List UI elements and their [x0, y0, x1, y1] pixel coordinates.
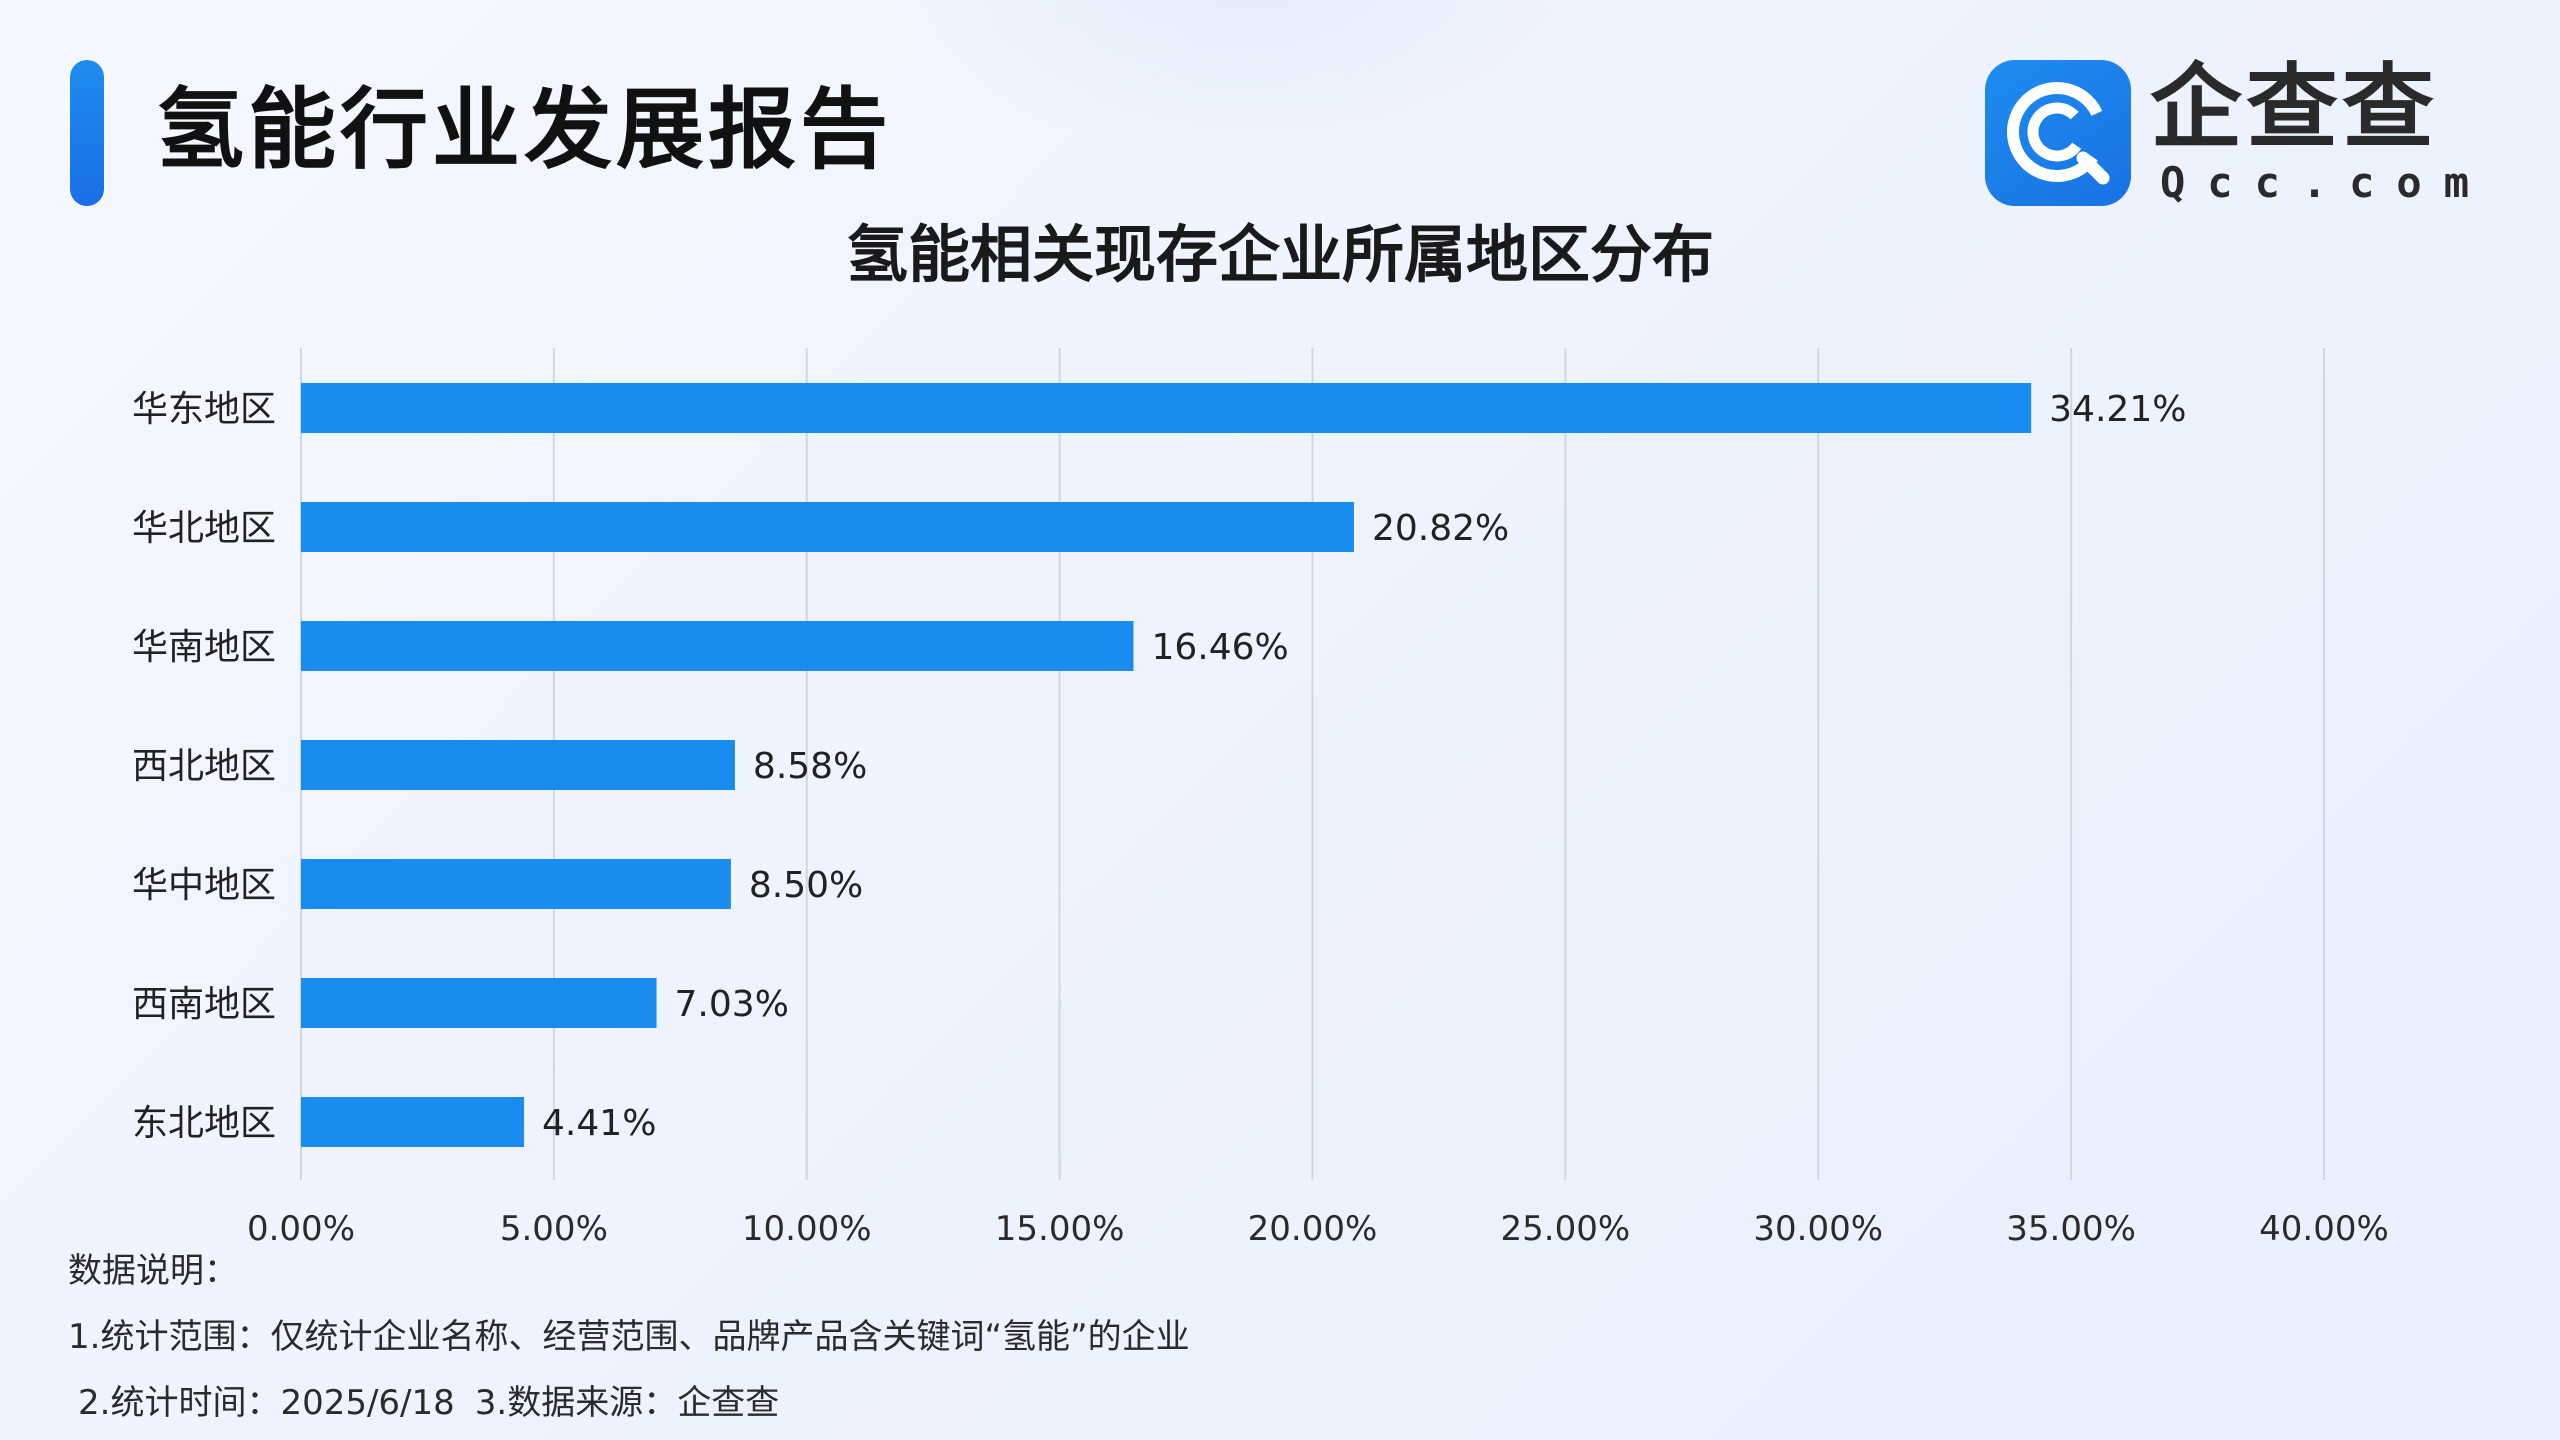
category-label: 西北地区	[132, 746, 276, 787]
x-tick-label: 20.00%	[1248, 1209, 1378, 1249]
category-label: 东北地区	[132, 1103, 276, 1144]
category-label: 西南地区	[132, 984, 276, 1025]
x-tick-label: 0.00%	[247, 1209, 355, 1249]
data-label: 20.82%	[1372, 508, 1509, 549]
data-label: 16.46%	[1151, 627, 1288, 668]
data-label: 8.58%	[753, 746, 867, 787]
bar	[301, 859, 731, 909]
bar	[301, 1097, 525, 1147]
x-tick-label: 40.00%	[2259, 1209, 2389, 1249]
x-tick-label: 35.00%	[2006, 1209, 2136, 1249]
data-label: 4.41%	[542, 1103, 656, 1144]
data-notes: 数据说明： 1.统计范围：仅统计企业名称、经营范围、品牌产品含关键词“氢能”的企…	[68, 1238, 1190, 1436]
brand-name: 企查查	[2150, 54, 2439, 161]
x-tick-label: 30.00%	[1753, 1209, 1883, 1249]
bar	[301, 621, 1134, 671]
x-tick-label: 10.00%	[742, 1209, 872, 1249]
x-tick-label: 25.00%	[1501, 1209, 1631, 1249]
notes-time-source: 2.统计时间：2025/6/18 3.数据来源：企查查	[68, 1370, 1190, 1436]
bar	[301, 978, 657, 1028]
notes-time: 2.统计时间：2025/6/18	[78, 1383, 455, 1423]
page-title: 氢能行业发展报告	[156, 78, 893, 181]
header-accent-bar	[70, 60, 104, 206]
bar	[301, 740, 735, 790]
qcc-logo-icon	[1985, 60, 2131, 206]
category-label: 华东地区	[132, 389, 276, 430]
category-label: 华南地区	[132, 627, 276, 668]
category-label: 华北地区	[132, 508, 276, 549]
bar	[301, 383, 2032, 433]
notes-heading: 数据说明：	[68, 1251, 238, 1291]
notes-scope: 1.统计范围：仅统计企业名称、经营范围、品牌产品含关键词“氢能”的企业	[68, 1317, 1190, 1357]
chart-title: 氢能相关现存企业所属地区分布	[845, 218, 1714, 291]
data-label: 8.50%	[749, 865, 863, 906]
notes-source: 3.数据来源：企查查	[474, 1383, 780, 1423]
brand-domain: Qcc.com	[2160, 158, 2492, 207]
data-label: 34.21%	[2049, 389, 2186, 430]
x-tick-label: 15.00%	[995, 1209, 1125, 1249]
data-label: 7.03%	[675, 984, 789, 1025]
category-label: 华中地区	[132, 865, 276, 906]
bar-chart: 0.00% 5.00% 10.00% 15.00% 20.00% 25.00% 30.00%…	[132, 348, 2389, 1249]
x-tick-label: 5.00%	[500, 1209, 608, 1249]
bar	[301, 502, 1354, 552]
